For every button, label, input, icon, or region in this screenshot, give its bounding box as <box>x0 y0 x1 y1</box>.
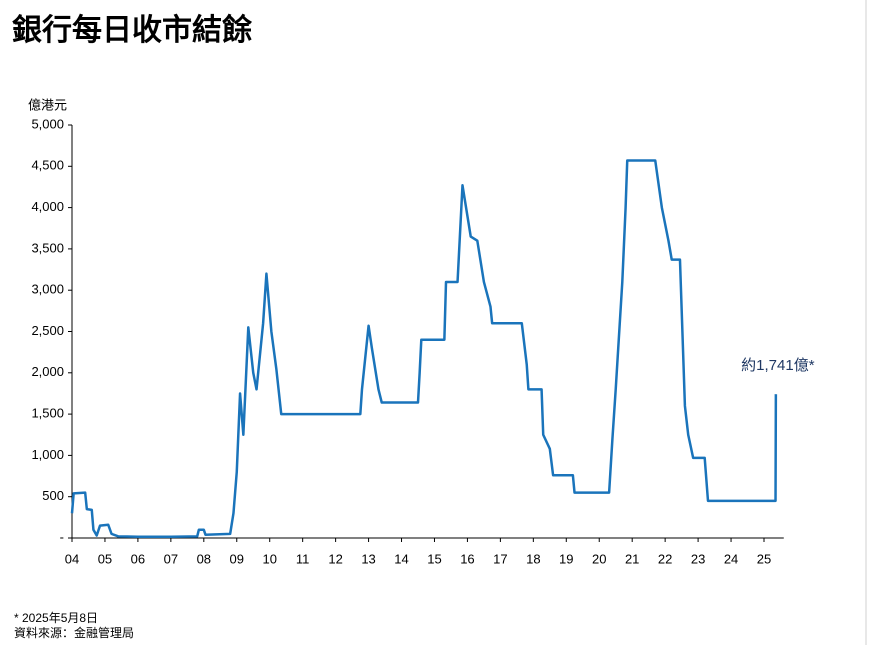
x-tick-label: 25 <box>757 551 771 566</box>
footnote: 資料來源：金融管理局 <box>14 625 134 640</box>
x-tick-label: 05 <box>98 551 112 566</box>
x-tick-label: 17 <box>493 551 507 566</box>
y-tick-label: 2,500 <box>31 323 64 338</box>
y-tick-label: 3,000 <box>31 282 64 297</box>
x-tick-label: 08 <box>197 551 211 566</box>
x-tick-label: 12 <box>328 551 342 566</box>
x-tick-label: 09 <box>230 551 244 566</box>
x-tick-label: 16 <box>460 551 474 566</box>
footnote: * 2025年5月8日 <box>14 611 98 625</box>
y-tick-label: 3,500 <box>31 240 64 255</box>
x-tick-label: 13 <box>361 551 375 566</box>
x-tick-label: 15 <box>427 551 441 566</box>
chart-title: 銀行每日收市結餘 <box>12 13 253 47</box>
x-tick-label: 18 <box>526 551 540 566</box>
annotation: 約1,741億* <box>741 357 815 374</box>
y-axis-label: 億港元 <box>28 97 67 112</box>
y-tick-label: 1,500 <box>31 406 64 421</box>
x-tick-label: 21 <box>625 551 639 566</box>
data-line <box>70 159 778 539</box>
x-tick-label: 14 <box>394 551 408 566</box>
x-tick-label: 04 <box>65 551 79 566</box>
y-tick-label: 2,000 <box>31 364 64 379</box>
x-tick-label: 10 <box>262 551 276 566</box>
x-tick-label: 19 <box>559 551 573 566</box>
y-tick-label: - <box>60 529 64 544</box>
y-tick-label: 4,000 <box>31 199 64 214</box>
x-tick-label: 22 <box>658 551 672 566</box>
x-tick-label: 23 <box>691 551 705 566</box>
x-tick-label: 07 <box>164 551 178 566</box>
x-tick-label: 24 <box>724 551 738 566</box>
x-tick-label: 20 <box>592 551 606 566</box>
y-tick-label: 500 <box>42 488 64 503</box>
x-tick-label: 11 <box>296 551 310 566</box>
y-tick-label: 5,000 <box>31 116 64 131</box>
y-tick-label: 1,000 <box>31 447 64 462</box>
y-tick-label: 4,500 <box>31 158 64 173</box>
x-tick-label: 06 <box>131 551 145 566</box>
